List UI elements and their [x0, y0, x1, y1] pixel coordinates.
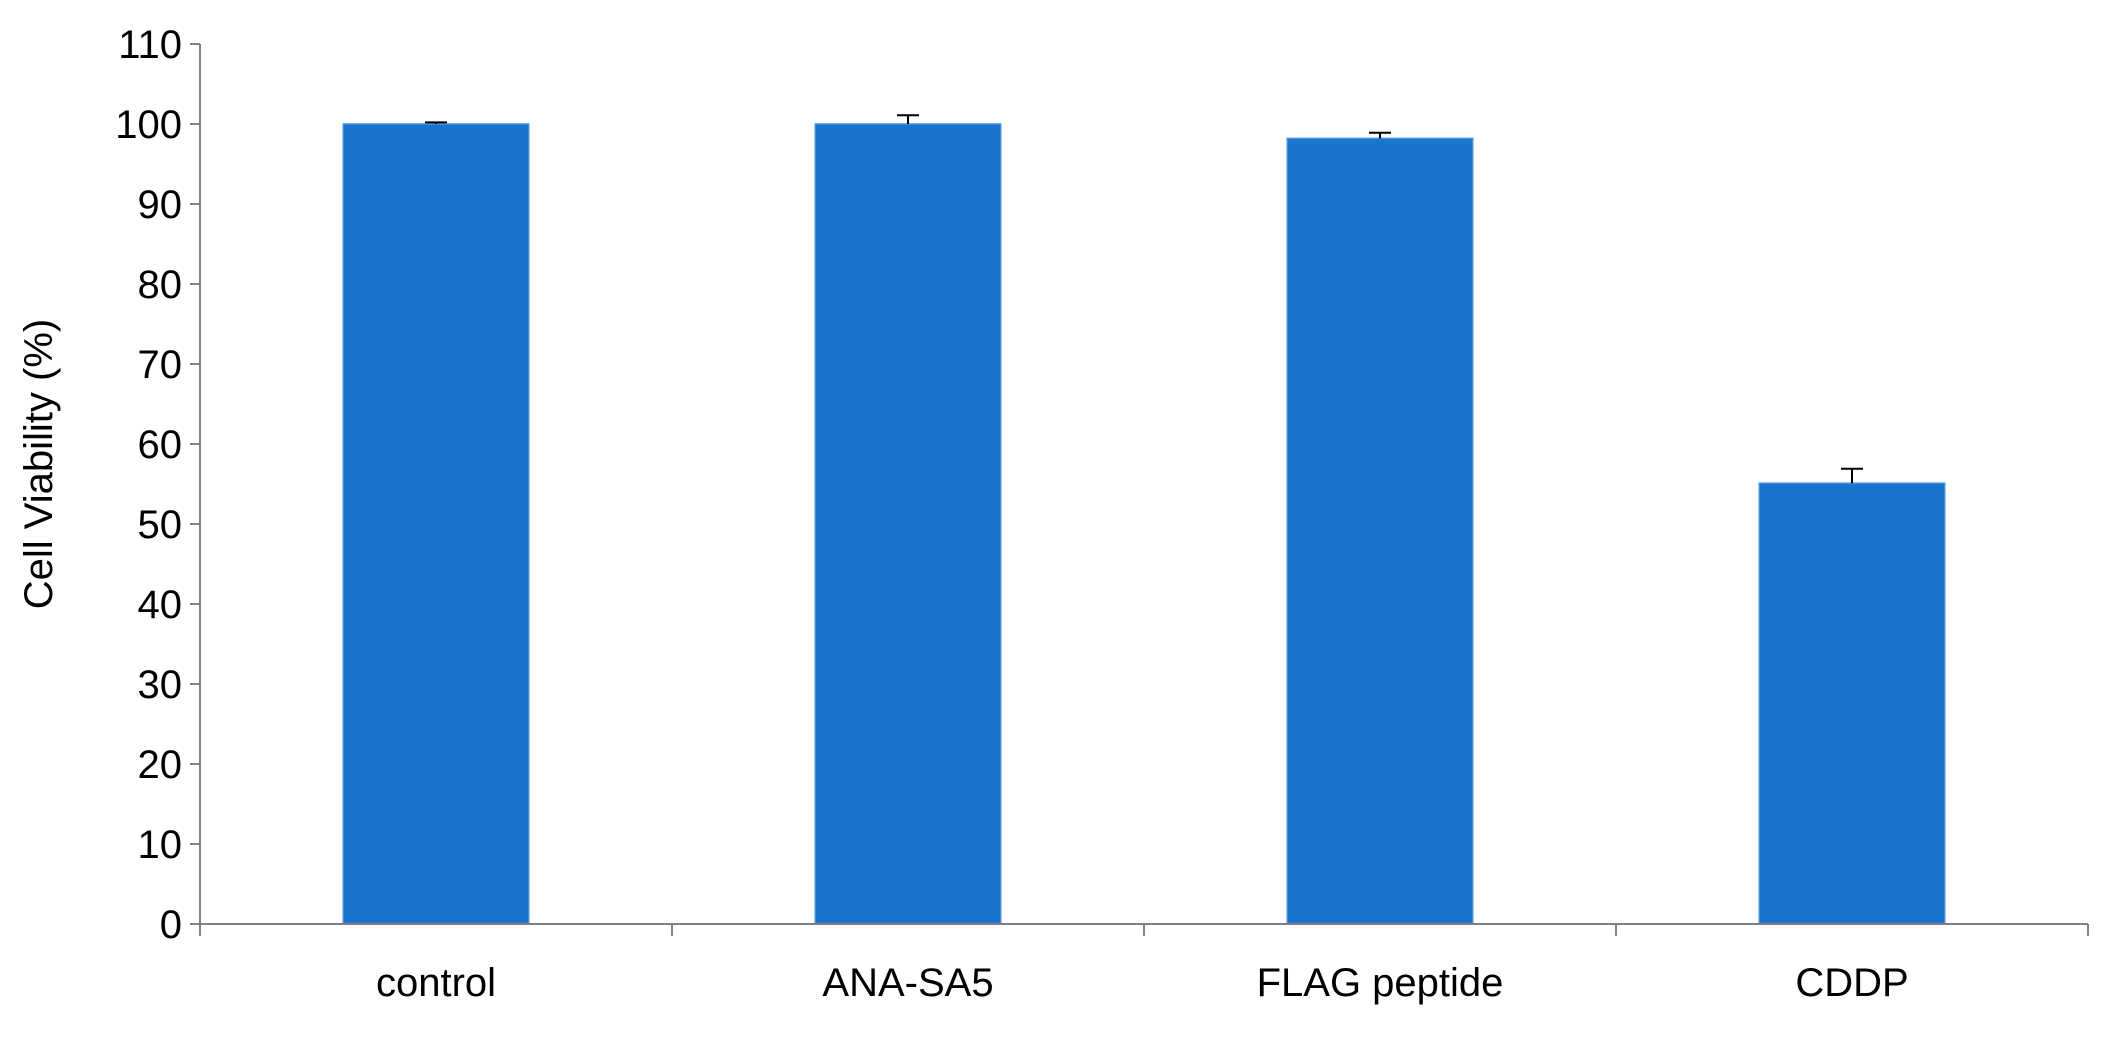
x-tick-label: CDDP	[1795, 961, 1908, 1005]
y-tick-label: 60	[138, 423, 183, 467]
bar-ana-sa5	[814, 123, 1002, 925]
x-tick-label: control	[376, 961, 496, 1005]
x-tick-label: FLAG peptide	[1257, 961, 1504, 1005]
y-tick-label: 0	[160, 903, 182, 947]
y-tick-label: 90	[138, 183, 183, 227]
x-axis-ticks: control ANA-SA5 FLAG peptide CDDP	[199, 924, 2089, 1005]
bar-flag-peptide	[1286, 137, 1474, 925]
y-axis-label: Cell Viability (%)	[17, 319, 61, 609]
x-tick-label: ANA-SA5	[822, 961, 993, 1005]
y-tick-label: 30	[138, 663, 183, 707]
y-tick-label: 40	[138, 583, 183, 627]
y-tick-label: 20	[138, 743, 183, 787]
error-bars	[425, 114, 1863, 484]
bars	[342, 123, 1946, 925]
y-tick-label: 100	[115, 103, 182, 147]
y-tick-label: 80	[138, 263, 183, 307]
bar-control	[342, 123, 530, 925]
bar-cddp	[1758, 482, 1946, 925]
y-tick-label: 50	[138, 503, 183, 547]
y-tick-label: 10	[138, 823, 183, 867]
y-axis-ticks: 0 10 20 30 40 50 60 70 80 90 100 110	[115, 23, 200, 947]
y-tick-label: 110	[118, 23, 182, 67]
y-tick-label: 70	[138, 343, 183, 387]
